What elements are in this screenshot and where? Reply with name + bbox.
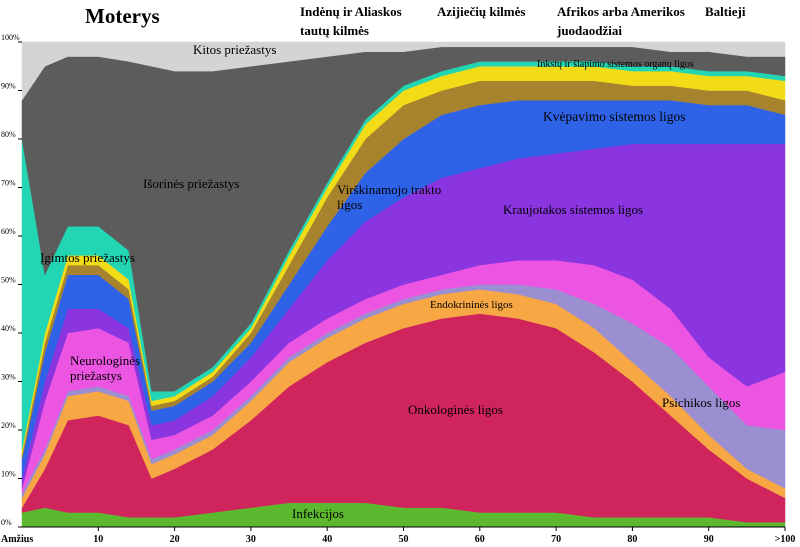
tab[interactable]: Baltieji xyxy=(705,4,746,19)
y-tick-label: 50% xyxy=(1,276,16,285)
tab[interactable]: Afrikos arba Amerikos juodaodžiai xyxy=(557,4,685,38)
tab[interactable]: Indėnų ir Aliaskos tautų kilmės xyxy=(300,4,402,38)
y-tick-label: 30% xyxy=(1,373,16,382)
x-axis-label: Amžius xyxy=(1,534,33,545)
series-label: Onkologinės ligos xyxy=(408,402,503,417)
x-tick-label: 60 xyxy=(475,534,485,545)
series-label: Išorinės priežastys xyxy=(143,176,240,191)
y-tick-label: 90% xyxy=(1,82,16,91)
x-tick-label: 50 xyxy=(399,534,409,545)
series-label: Kitos priežastys xyxy=(193,42,277,57)
x-tick-label: 40 xyxy=(322,534,332,545)
series-label: Kraujotakos sistemos ligos xyxy=(503,202,644,217)
series-label: Psichikos ligos xyxy=(662,395,741,410)
y-tick-label: 60% xyxy=(1,227,16,236)
x-tick-label: 10 xyxy=(93,534,103,545)
series-label: Infekcijos xyxy=(292,506,344,521)
y-tick-label: 20% xyxy=(1,421,16,430)
y-tick-label: 100% xyxy=(1,33,20,42)
series-label: Inkstų ir šlapimo sistemos organų ligos xyxy=(537,59,694,70)
y-tick-label: 80% xyxy=(1,130,16,139)
y-tick-label: 10% xyxy=(1,470,16,479)
tab[interactable]: Azijiečių kilmės xyxy=(437,4,526,19)
x-tick-label: 80 xyxy=(627,534,637,545)
chart-title: Moterys xyxy=(85,4,160,28)
x-tick-label: 70 xyxy=(551,534,561,545)
x-tick-label: 20 xyxy=(170,534,180,545)
x-tick-label: >100 xyxy=(775,534,796,545)
series-label: Kvėpavimo sistemos ligos xyxy=(543,109,686,124)
series-label: Neurologinės priežastys xyxy=(70,353,141,383)
series-label: Virškinamojo trakto ligos xyxy=(337,182,442,212)
area xyxy=(21,41,786,102)
series-label: Endokrininės ligos xyxy=(430,299,513,311)
x-tick-label: 90 xyxy=(704,534,714,545)
series-label: Įgimtos priežastys xyxy=(40,250,135,265)
x-tick-label: 30 xyxy=(246,534,256,545)
y-tick-label: 0% xyxy=(1,518,12,527)
y-tick-label: 70% xyxy=(1,179,16,188)
y-tick-label: 40% xyxy=(1,324,16,333)
